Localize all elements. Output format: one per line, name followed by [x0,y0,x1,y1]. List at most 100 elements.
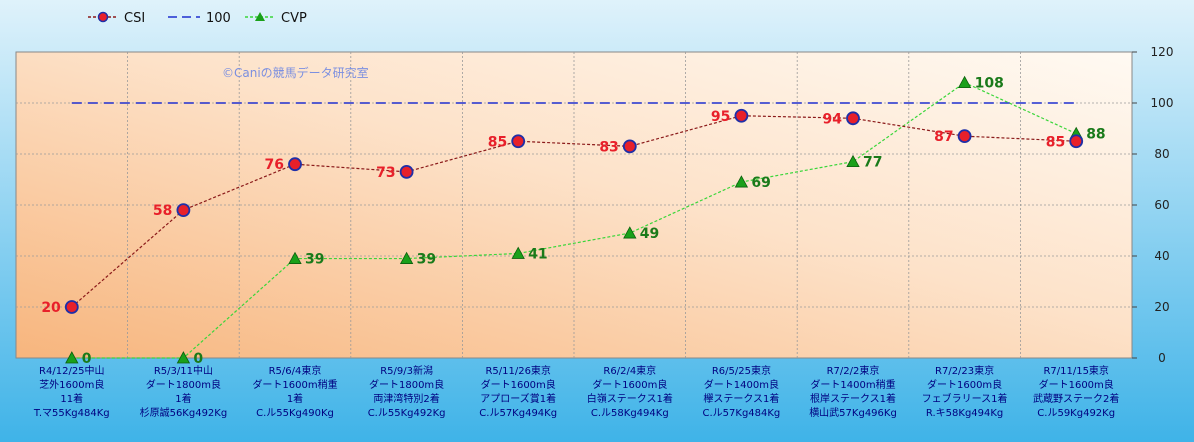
legend-cvp-label: CVP [281,11,307,26]
x-category-line: C.ル57Kg484Kg [703,408,781,419]
cvp-point [511,246,525,259]
x-category-line: C.ル58Kg494Kg [591,408,669,419]
legend-csi-marker [97,11,109,23]
x-category-label: R5/11/26東京ダート1600m良アプローズ賞1着 C.ル57Kg494Kg [479,364,557,419]
csi-point [399,164,414,179]
cvp-point [734,175,749,188]
legend-csi-label: CSI [124,11,145,26]
x-category-line: 芝外1600m良 [39,378,104,391]
csi-data-label: 83 [599,139,618,155]
x-category-line: アプローズ賞1着 [480,392,556,405]
csi-data-label: 87 [934,129,953,145]
csi-data-label: 20 [41,300,61,316]
y-tick-label: 60 [1154,198,1169,212]
csi-point [734,108,749,123]
x-category-line: 11着 [60,392,83,405]
x-category-line: R7/2/23東京 [935,364,994,377]
cvp-point [65,351,79,364]
cvp-point [176,351,191,364]
x-category-line: 両津湾特別2着 [373,392,439,405]
csi-point [1069,134,1084,149]
x-category-line: 欅ステークス1着 [703,392,779,405]
cvp-point [623,226,637,239]
legend-item-csi[interactable]: CSI [88,11,145,26]
x-category-line: 杉原誠56Kg492Kg [140,406,228,419]
csi-point [288,157,302,172]
x-category-line: C.ル57Kg494Kg [479,408,557,419]
x-category-line: ダート1800m良 [369,378,444,391]
x-category-label: R4/12/25中山芝外1600m良 11着 T.マ55Kg484Kg [33,364,110,419]
csi-point [622,139,637,154]
csi-point [846,111,860,126]
x-category-line: 白嶺ステークス1着 [587,392,673,405]
x-category-label: R6/5/25東京ダート1400m良欅ステークス1着 C.ル57Kg484Kg [703,364,781,419]
csi-data-label: 76 [265,157,284,173]
y-tick-label: 120 [1151,45,1174,59]
x-category-label: R7/2/2東京ダート1400m稍重根岸ステークス1着横山武57Kg496Kg [809,364,897,419]
watermark: ©Caniの競馬データ研究室 [222,65,369,80]
x-category-line: C.ル55Kg492Kg [368,408,446,419]
x-category-line: R5/3/11中山 [154,364,213,377]
legend-item-cvp[interactable]: CVP [245,11,307,26]
csi-point [511,134,526,149]
csi-data-label: 85 [488,134,507,150]
x-category-line: 1着 [175,392,191,405]
data-labels: 0 0 39 39 41 49 69 77 108 88 20 58 76 73 85 83 95 94 87 85 [41,76,1105,367]
x-category-line: R5/11/26東京 [485,364,551,377]
cvp-point [399,251,414,264]
y-tick-label: 20 [1154,300,1169,314]
x-category-line: C.ル55Kg490Kg [256,408,334,419]
legend-item-100[interactable]: 100 [168,11,231,26]
legend-100-label: 100 [206,11,231,26]
cvp-data-label: 41 [528,246,547,262]
csi-point [957,129,972,144]
series-cvp-line [71,81,1077,359]
x-axis: R4/12/25中山芝外1600m良 11着 T.マ55Kg484Kg R5/3/11… [33,364,1119,419]
x-category-line: ダート1800m良 [146,378,221,391]
cvp-data-label: 0 [82,351,92,367]
x-category-label: R5/6/4東京ダート1600m稍重 1着 C.ル55Kg490Kg [252,364,337,419]
x-category-line: 武蔵野ステーク2着 [1033,392,1119,405]
x-category-line: 横山武57Kg496Kg [809,406,897,419]
x-category-line: 根岸ステークス1着 [810,392,896,405]
x-category-line: ダート1600m稍重 [252,378,337,391]
cvp-data-label: 39 [305,252,324,268]
cvp-data-label: 108 [975,76,1004,92]
x-category-line: R7/11/15東京 [1043,364,1109,377]
x-category-line: 1着 [287,392,303,405]
csi-data-label: 95 [711,109,730,125]
grid [16,52,1132,358]
csi-data-label: 94 [823,111,843,127]
y-tick-label: 0 [1158,351,1166,365]
cvp-point [846,154,860,168]
x-category-line: ダート1600m良 [927,378,1002,391]
cvp-data-label: 88 [1086,127,1105,143]
series [64,75,1084,364]
x-category-line: R5/6/4東京 [269,364,322,377]
x-category-line: ダート1400m稍重 [810,378,895,391]
cvp-data-label: 49 [640,226,659,242]
x-category-line: ダート1600m良 [592,378,667,391]
csi-data-label: 73 [376,165,395,181]
x-category-label: R6/2/4東京ダート1600m良白嶺ステークス1着 C.ル58Kg494Kg [587,364,673,419]
csi-point [64,300,79,314]
series-csi-line [71,115,1077,308]
legend: CSI 100 CVP [88,11,307,26]
x-category-line: T.マ55Kg484Kg [33,408,110,419]
csi-data-label: 58 [153,203,172,219]
legend-cvp-marker [255,12,265,21]
cvp-point [288,251,302,264]
x-category-line: R4/12/25中山 [39,364,105,377]
x-category-label: R5/9/3新潟ダート1800m良両津湾特別2着 C.ル55Kg492Kg [368,364,446,419]
x-category-line: R6/5/25東京 [712,364,771,377]
y-tick-label: 100 [1151,96,1174,110]
x-category-line: C.ル59Kg492Kg [1037,408,1115,419]
x-category-line: ダート1400m良 [704,378,779,391]
x-category-line: ダート1600m良 [481,378,556,391]
csi-data-label: 85 [1046,134,1065,150]
cvp-data-label: 0 [193,351,203,367]
x-category-line: ダート1600m良 [1039,378,1114,391]
x-category-label: R7/11/15東京ダート1600m良武蔵野ステーク2着 C.ル59Kg492Kg [1033,364,1119,419]
y-axis: 0 20 40 60 80 100 120 [1132,45,1173,365]
